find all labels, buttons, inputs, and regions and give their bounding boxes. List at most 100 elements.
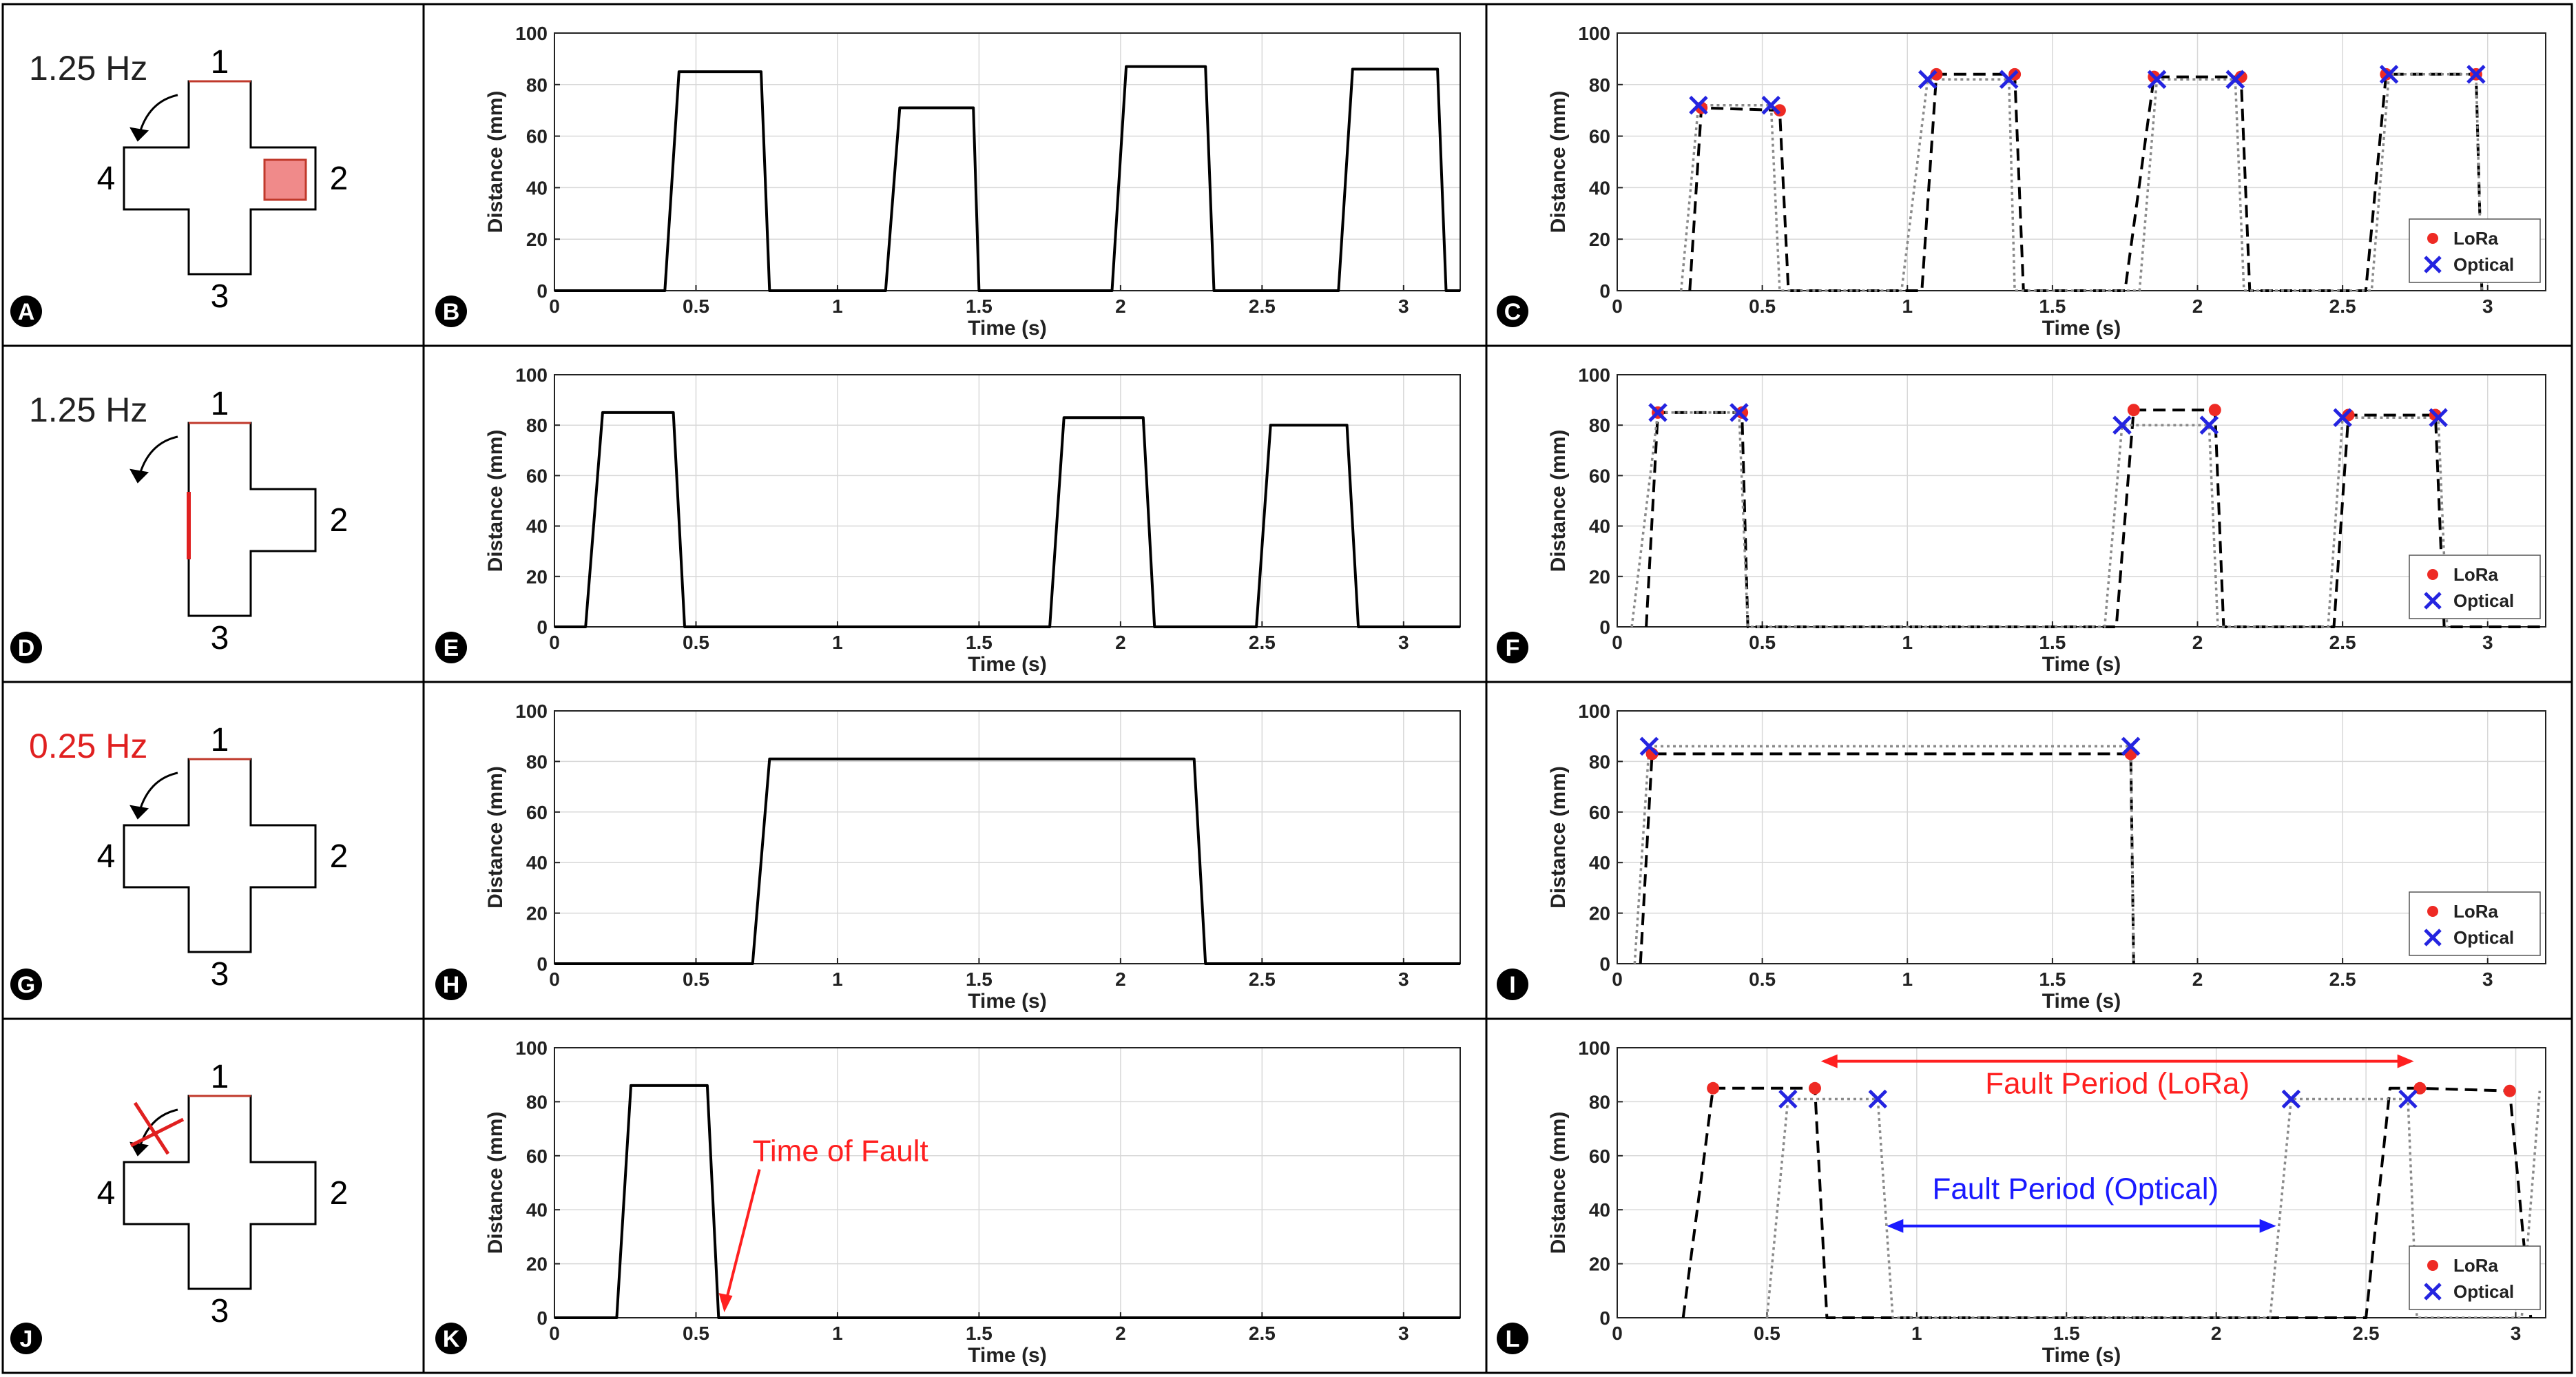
x-tick-label: 1.5 — [2039, 969, 2066, 990]
panel-letter-circle — [435, 296, 467, 327]
x-tick-label: 0.5 — [1749, 296, 1776, 317]
x-tick-label: 1 — [832, 1323, 843, 1344]
y-tick-label: 60 — [526, 126, 548, 147]
chart-f: 0 0.5 1 1.5 2 2.5 3 0 20 40 60 80 100 Time (s) Distanc… — [1547, 364, 2546, 676]
optical-point — [2466, 65, 2486, 84]
panel-letter-text: C — [1504, 299, 1521, 325]
arm-label-bottom: 3 — [211, 620, 229, 656]
legend-optical-label: Optical — [2453, 1281, 2514, 1302]
lora-point — [1930, 68, 1943, 81]
y-tick-label: 80 — [1589, 74, 1610, 96]
panel-letter-text: H — [443, 972, 460, 998]
legend-box — [2409, 891, 2541, 956]
panel-grid-frame — [1, 3, 2573, 1374]
lora-point — [2208, 404, 2221, 417]
x-tick-label: 0 — [549, 969, 560, 990]
lora-point — [2413, 1081, 2427, 1095]
x-tick-label: 1 — [1911, 1323, 1922, 1344]
panel-letter-circle — [1497, 969, 1528, 1000]
x-tick-label: 1.5 — [2053, 1323, 2080, 1344]
x-tick-label: 2.5 — [2329, 632, 2356, 653]
x-tick-label: 0 — [1612, 1323, 1623, 1344]
series-line-distance — [554, 757, 1460, 965]
y-tick-label: 40 — [1589, 852, 1610, 873]
x-tick-label: 3 — [1398, 632, 1409, 653]
x-tick-label: 1.5 — [966, 969, 993, 990]
optical-point — [1778, 1089, 1798, 1109]
y-tick-label: 80 — [1589, 415, 1610, 436]
y-tick-label: 100 — [515, 701, 548, 722]
optical-point — [1999, 70, 2019, 90]
legend-optical-marker — [2424, 592, 2442, 610]
x-tick-label: 2.5 — [1249, 632, 1276, 653]
x-tick-label: 1.5 — [966, 1323, 993, 1344]
y-tick-label: 80 — [1589, 751, 1610, 772]
arm-label-top: 1 — [211, 44, 229, 81]
y-tick-label: 20 — [1589, 229, 1610, 250]
optical-point — [2225, 70, 2245, 90]
x-tick-label: 2.5 — [1249, 1323, 1276, 1344]
cross-outline — [123, 1095, 317, 1290]
series-line-optical — [1679, 73, 2484, 292]
fault-marker-patch — [263, 158, 307, 201]
legend: LoRa Optical — [2409, 891, 2541, 956]
y-tick-label: 80 — [1589, 1091, 1610, 1112]
y-tick-label: 40 — [1589, 177, 1610, 198]
y-tick-label: 100 — [1578, 701, 1610, 722]
panel-letter-circle — [10, 1323, 42, 1354]
y-tick-label: 0 — [537, 280, 548, 302]
panel-letter-c: C — [1497, 296, 1528, 327]
arm-label-right: 2 — [330, 502, 349, 539]
y-tick-label: 100 — [515, 23, 548, 44]
y-tick-label: 40 — [526, 177, 548, 198]
arm-label-top: 1 — [211, 1059, 229, 1095]
frequency-label: 0.25 Hz — [29, 727, 147, 765]
y-tick-label: 0 — [537, 1307, 548, 1329]
fault-cross-stroke — [129, 1117, 185, 1148]
panel-letter-text: D — [18, 635, 35, 661]
x-tick-label: 3 — [2482, 969, 2493, 990]
panel-letter-k: K — [435, 1323, 467, 1354]
y-tick-label: 100 — [1578, 1037, 1610, 1059]
panel-letter-text: B — [443, 299, 460, 325]
legend-optical-marker — [2424, 256, 2442, 273]
panel-letter-circle — [435, 969, 467, 1000]
annotation-arrow-shaft — [725, 1169, 761, 1298]
x-tick-label: 0.5 — [683, 632, 709, 653]
optical-point — [1868, 1089, 1888, 1109]
series-line-distance — [554, 65, 1460, 292]
x-tick-label: 1 — [1902, 969, 1913, 990]
x-tick-label: 2.5 — [1249, 296, 1276, 317]
y-tick-label: 100 — [1578, 23, 1610, 44]
x-tick-label: 0.5 — [1749, 632, 1776, 653]
y-tick-label: 20 — [1589, 566, 1610, 588]
chart-i: 0 0.5 1 1.5 2 2.5 3 0 20 40 60 80 100 Time (s) Distanc… — [1547, 701, 2546, 1013]
optical-point — [2147, 70, 2167, 90]
y-tick-label: 60 — [1589, 126, 1610, 147]
panel-letter-circle — [1497, 632, 1528, 663]
optical-point — [2333, 408, 2352, 427]
panel-letter-text: I — [1509, 972, 1515, 998]
y-tick-label: 40 — [526, 516, 548, 537]
optical-point — [1648, 403, 1668, 422]
y-tick-label: 0 — [537, 953, 548, 975]
y-tick-label: 100 — [515, 364, 548, 386]
annotation-arrowhead-right — [2259, 1219, 2276, 1233]
y-tick-label: 80 — [526, 1091, 548, 1112]
x-tick-label: 2 — [1115, 296, 1126, 317]
panel-letter-a: A — [10, 296, 42, 327]
panel-letter-text: A — [18, 299, 35, 325]
annotation-time-of-fault: Time of Fault — [753, 1135, 928, 1168]
chart-k: 0 0.5 1 1.5 2 2.5 3 0 20 40 60 80 100 Time (s) Distanc… — [484, 1037, 1461, 1367]
y-tick-label: 100 — [515, 1037, 548, 1059]
x-axis-title: Time (s) — [968, 1344, 1046, 1367]
arm-label-bottom: 3 — [211, 278, 229, 315]
panel-letter-circle — [435, 1323, 467, 1354]
y-tick-label: 20 — [526, 1254, 548, 1275]
y-axis-title: Distance (mm) — [1547, 766, 1570, 909]
x-tick-label: 1.5 — [2039, 632, 2066, 653]
x-tick-label: 2.5 — [2329, 296, 2356, 317]
series-line-distance — [554, 411, 1460, 628]
